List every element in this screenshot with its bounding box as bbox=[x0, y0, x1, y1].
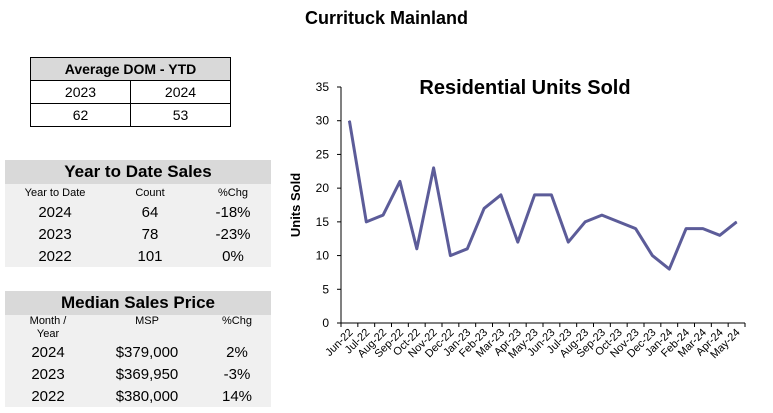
table-row: 2022 $380,000 14% bbox=[5, 385, 271, 407]
data-point bbox=[635, 228, 637, 230]
dom-header: Average DOM - YTD bbox=[30, 57, 231, 81]
chart-ticks: 05101520253035Jun-22Jul-22Aug-22Sep-22Oc… bbox=[316, 80, 746, 361]
data-point bbox=[365, 221, 367, 223]
msp-value: $369,950 bbox=[115, 365, 179, 383]
ytd-chg: 0% bbox=[222, 247, 244, 265]
y-tick-label: 0 bbox=[322, 316, 329, 330]
data-point bbox=[483, 207, 485, 209]
data-point bbox=[601, 214, 603, 216]
data-point bbox=[567, 241, 569, 243]
data-point bbox=[433, 167, 435, 169]
msp-chg: -3% bbox=[223, 365, 251, 383]
data-point bbox=[399, 180, 401, 182]
msp-col-header-line: Year bbox=[36, 328, 60, 340]
msp-chg: 2% bbox=[226, 343, 248, 361]
y-axis-label: Units Sold bbox=[288, 173, 303, 237]
table-row: 2024 $379,000 2% bbox=[5, 341, 271, 363]
average-dom-table: Average DOM - YTD 2023 2024 62 53 bbox=[30, 57, 232, 127]
msp-value: $379,000 bbox=[115, 343, 179, 361]
median-price-title: Median Sales Price bbox=[5, 291, 271, 315]
chart-title: Residential Units Sold bbox=[419, 77, 630, 99]
data-point bbox=[618, 221, 620, 223]
data-point bbox=[348, 120, 350, 122]
table-row: 2022 101 0% bbox=[5, 245, 271, 267]
data-point bbox=[702, 228, 704, 230]
ytd-chg: -18% bbox=[215, 203, 251, 221]
data-point bbox=[550, 194, 552, 196]
msp-col-header-line: Month / bbox=[29, 315, 67, 327]
data-point bbox=[517, 241, 519, 243]
data-point bbox=[449, 255, 451, 257]
y-tick-label: 10 bbox=[316, 249, 330, 263]
median-price-panel: Median Sales Price Month / Year MSP %Chg… bbox=[5, 291, 271, 407]
data-point bbox=[534, 194, 536, 196]
dom-year-cell: 2024 bbox=[129, 80, 232, 104]
ytd-col-header: Count bbox=[135, 186, 165, 199]
data-point bbox=[500, 194, 502, 196]
ytd-year: 2022 bbox=[38, 247, 72, 265]
msp-year: 2023 bbox=[31, 365, 65, 383]
msp-value: $380,000 bbox=[115, 387, 179, 405]
y-tick-label: 5 bbox=[322, 282, 329, 296]
ytd-year: 2024 bbox=[38, 203, 72, 221]
data-point bbox=[416, 248, 418, 250]
y-tick-label: 15 bbox=[316, 215, 330, 229]
y-tick-label: 30 bbox=[316, 114, 330, 128]
data-point bbox=[719, 234, 721, 236]
msp-chg: 14% bbox=[221, 387, 253, 405]
y-tick-label: 25 bbox=[316, 147, 330, 161]
msp-col-header: Month / Year bbox=[5, 315, 91, 341]
ytd-count: 78 bbox=[141, 225, 159, 243]
data-point bbox=[584, 221, 586, 223]
table-row: 2023 $369,950 -3% bbox=[5, 363, 271, 385]
y-tick-label: 35 bbox=[316, 80, 330, 94]
data-point bbox=[651, 255, 653, 257]
ytd-col-header: %Chg bbox=[218, 186, 248, 199]
ytd-sales-title: Year to Date Sales bbox=[5, 160, 271, 184]
data-point bbox=[668, 268, 670, 270]
ytd-year: 2023 bbox=[38, 225, 72, 243]
data-point bbox=[736, 221, 738, 223]
y-tick-label: 20 bbox=[316, 181, 330, 195]
units-sold-chart: Residential Units Sold Units Sold 0 5 10 15… bbox=[288, 77, 746, 361]
ytd-chg: -23% bbox=[215, 225, 251, 243]
data-point bbox=[382, 214, 384, 216]
dom-value-cell: 53 bbox=[129, 103, 232, 127]
ytd-col-header: Year to Date bbox=[24, 186, 86, 199]
chart-axes bbox=[340, 87, 745, 324]
chart-series bbox=[347, 120, 738, 271]
dom-value-cell: 62 bbox=[30, 103, 131, 127]
msp-year: 2024 bbox=[31, 343, 65, 361]
series-line bbox=[347, 120, 738, 271]
msp-col-header: MSP bbox=[135, 315, 159, 327]
ytd-count: 101 bbox=[137, 247, 163, 265]
dom-year-cell: 2023 bbox=[30, 80, 131, 104]
data-point bbox=[685, 228, 687, 230]
ytd-sales-panel: Year to Date Sales Year to Date Count %C… bbox=[5, 160, 271, 267]
data-point bbox=[466, 248, 468, 250]
ytd-count: 64 bbox=[141, 203, 159, 221]
msp-col-header: %Chg bbox=[222, 315, 252, 327]
page-title: Currituck Mainland bbox=[304, 8, 469, 28]
table-row: 2023 78 -23% bbox=[5, 223, 271, 245]
table-row: 2024 64 -18% bbox=[5, 201, 271, 223]
msp-year: 2022 bbox=[31, 387, 65, 405]
